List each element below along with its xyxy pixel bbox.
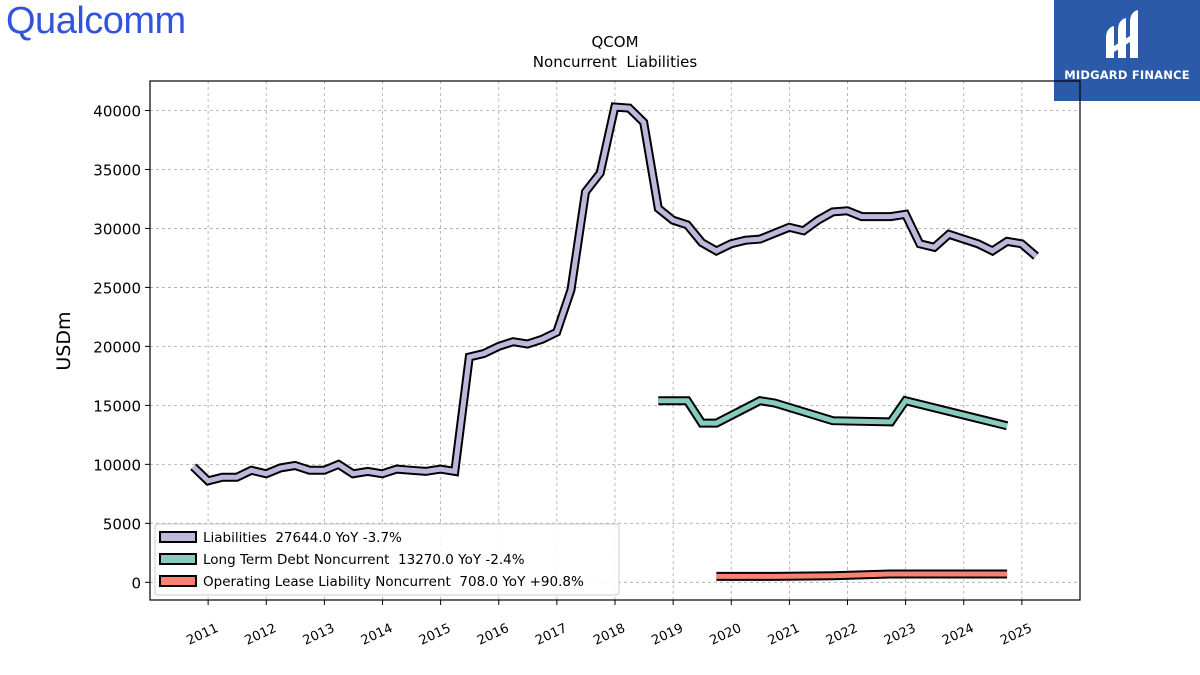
y-tick-label: 20000 <box>93 338 141 356</box>
x-tick-label: 2015 <box>417 621 453 649</box>
brand-name: MIDGARD FINANCE <box>1064 68 1190 82</box>
series-line <box>191 104 1038 484</box>
series-operating-lease <box>716 569 1008 581</box>
x-tick-label: 2025 <box>998 621 1034 649</box>
x-tick-label: 2013 <box>301 621 337 649</box>
x-tick-label: 2020 <box>708 621 744 649</box>
y-tick-label: 10000 <box>93 456 141 474</box>
x-tick-label: 2023 <box>882 621 918 649</box>
series-liabilities <box>190 102 1039 486</box>
series-line <box>658 397 1008 429</box>
legend-label: Operating Lease Liability Noncurrent 708… <box>203 574 584 590</box>
x-tick-label: 2019 <box>649 621 685 649</box>
legend-label: Liabilities 27644.0 YoY -3.7% <box>203 530 402 546</box>
x-tick-label: 2022 <box>824 621 860 649</box>
legend-swatch <box>159 531 197 543</box>
x-tick-label: 2021 <box>766 621 802 649</box>
legend: Liabilities 27644.0 YoY -3.7% Long Term D… <box>154 523 620 596</box>
x-tick-label: 2012 <box>243 621 279 649</box>
y-tick-label: 15000 <box>93 397 141 415</box>
y-tick-label: 5000 <box>103 515 141 533</box>
legend-label: Long Term Debt Noncurrent 13270.0 YoY -2… <box>203 552 525 568</box>
chart-title: QCOM <box>591 33 638 51</box>
x-tick-label: 2024 <box>940 621 976 649</box>
x-tick-label: 2011 <box>184 621 220 649</box>
series-line <box>716 571 1008 579</box>
x-tick-label: 2017 <box>533 621 569 649</box>
legend-swatch <box>159 575 197 587</box>
y-tick-label: 30000 <box>93 220 141 238</box>
legend-swatch <box>159 553 197 565</box>
midgard-finance-logo: MIDGARD FINANCE <box>1054 0 1200 101</box>
series-long-term-debt <box>658 395 1009 431</box>
x-tick-label: 2016 <box>475 621 511 649</box>
data-series <box>190 102 1039 581</box>
legend-box <box>154 523 620 596</box>
y-tick-label: 25000 <box>93 279 141 297</box>
x-axis-ticks: 2011 2012 2013 2014 2015 2016 2017 2018 2019 2020… <box>184 600 1035 649</box>
chart-subtitle: Noncurrent Liabilities <box>533 53 698 71</box>
y-tick-label: 0 <box>131 574 141 592</box>
x-tick-label: 2018 <box>591 621 627 649</box>
qualcomm-logo: Qualcomm <box>6 0 186 42</box>
x-tick-label: 2014 <box>359 621 395 649</box>
grid-lines <box>150 81 1080 600</box>
midgard-logo-icon <box>1106 10 1138 58</box>
y-axis-ticks: 0 5000 10000 15000 20000 25000 30000 35000 40000 <box>93 102 150 592</box>
y-axis-label: USDm <box>53 311 75 370</box>
y-tick-label: 35000 <box>93 161 141 179</box>
y-tick-label: 40000 <box>93 102 141 120</box>
